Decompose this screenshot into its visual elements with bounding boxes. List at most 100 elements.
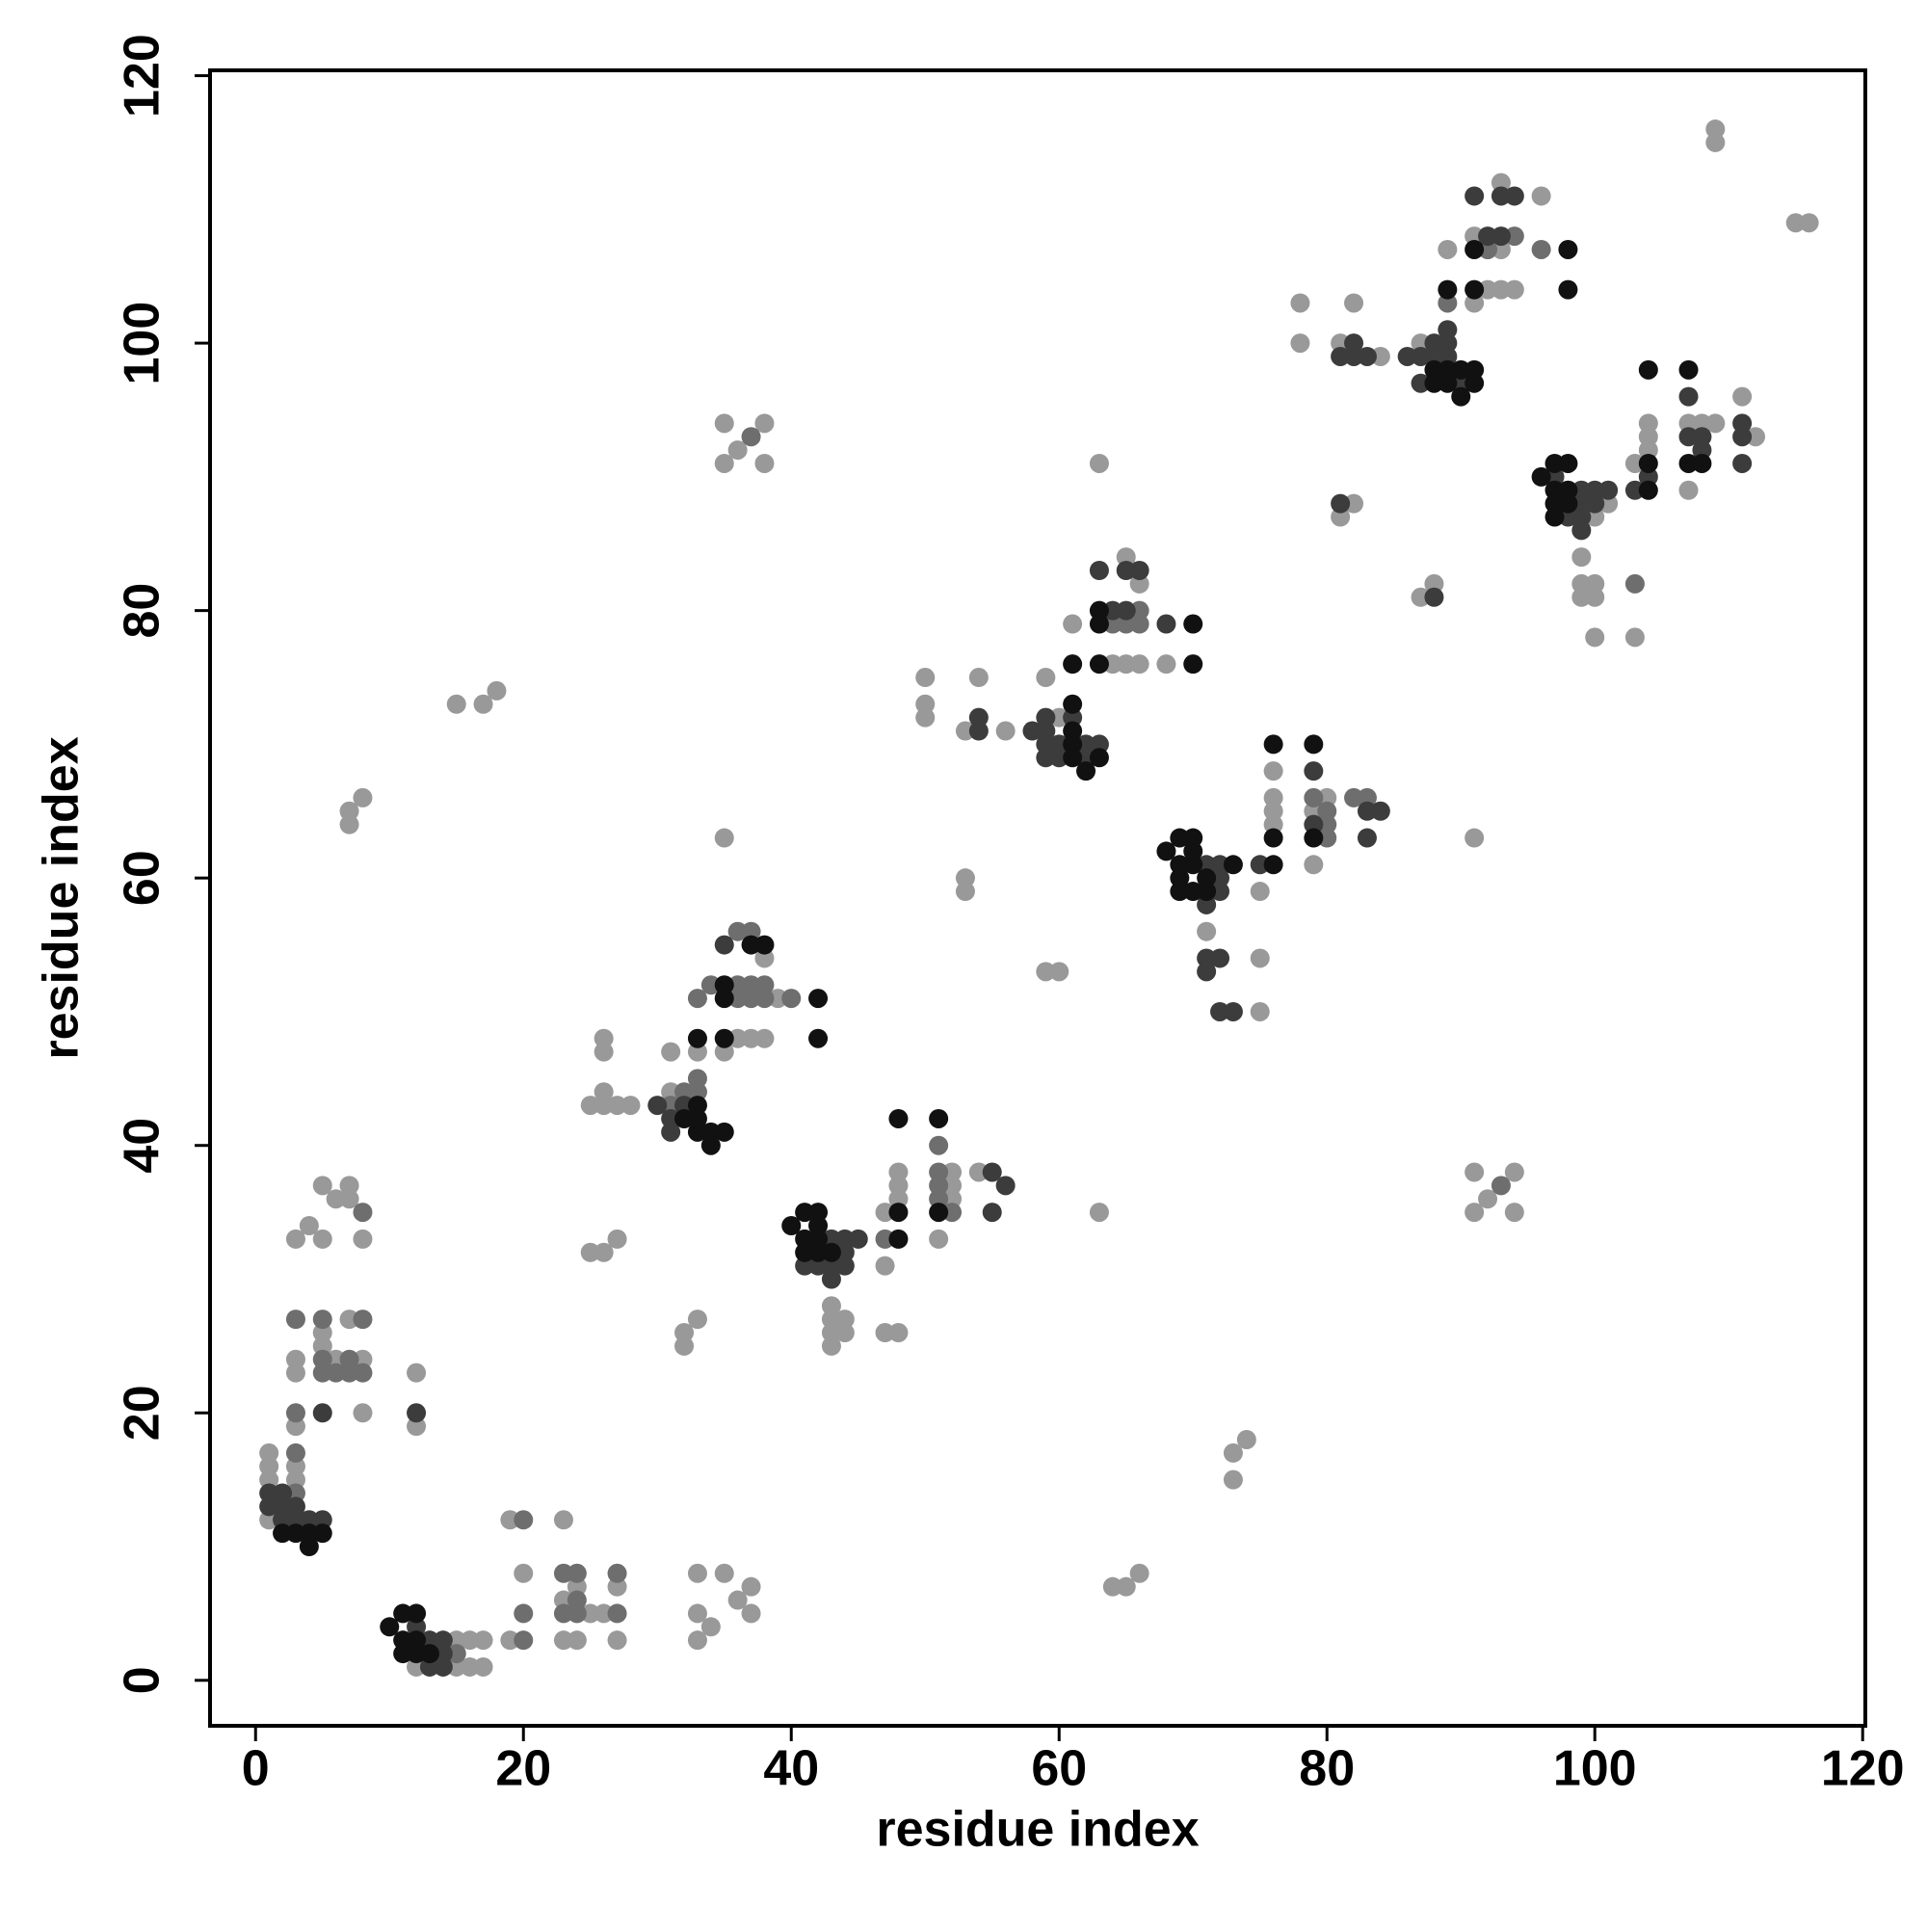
point (1624, 573, 1645, 594)
point (1558, 507, 1578, 527)
point (1571, 573, 1592, 594)
point (687, 1603, 707, 1624)
point (339, 1189, 359, 1209)
point (661, 1122, 681, 1142)
point (700, 975, 721, 995)
point (339, 1310, 359, 1330)
point (1290, 293, 1310, 313)
point (929, 1229, 949, 1249)
point (821, 1310, 841, 1330)
x-tick-label: 80 (1299, 1741, 1355, 1797)
point (1344, 333, 1364, 354)
point (727, 975, 748, 995)
point (1102, 654, 1122, 675)
point (661, 1042, 681, 1062)
point (1263, 814, 1283, 834)
point (1438, 239, 1458, 259)
point (567, 1630, 587, 1651)
point (259, 1469, 279, 1490)
point (714, 989, 734, 1009)
point (312, 1336, 332, 1356)
point (741, 1028, 761, 1048)
point (1438, 279, 1458, 300)
point (834, 1323, 855, 1343)
point (259, 1442, 279, 1463)
point (1638, 453, 1658, 473)
point (594, 1603, 614, 1624)
y-tick-label: 20 (115, 1385, 171, 1441)
point (687, 1042, 707, 1062)
point (1344, 346, 1364, 366)
y-tick-label: 100 (115, 302, 171, 385)
point (768, 989, 788, 1009)
point (312, 1323, 332, 1343)
point (1129, 614, 1149, 634)
point (419, 1644, 439, 1664)
point (915, 694, 936, 714)
point (1491, 172, 1511, 193)
point (942, 1189, 963, 1209)
point (1438, 293, 1458, 313)
point (1290, 333, 1310, 354)
point (1451, 359, 1471, 380)
point (1638, 480, 1658, 500)
point (1531, 239, 1551, 259)
point (567, 1576, 587, 1597)
point (1183, 882, 1203, 902)
point (1438, 320, 1458, 340)
point (687, 1096, 707, 1116)
y-axis-title: residue index (34, 736, 90, 1059)
point (1465, 373, 1485, 393)
point (607, 1630, 627, 1651)
point (1705, 132, 1726, 152)
point (1183, 614, 1203, 634)
point (1063, 614, 1083, 634)
point (1571, 520, 1592, 541)
point (741, 935, 761, 955)
point (821, 1296, 841, 1316)
point (1304, 801, 1324, 821)
point (1250, 1001, 1270, 1021)
point (1210, 882, 1230, 902)
point (1732, 427, 1753, 447)
point (1197, 894, 1217, 914)
point (393, 1603, 413, 1624)
point (834, 1310, 855, 1330)
point (1571, 493, 1592, 514)
point (1170, 868, 1190, 888)
point (888, 1203, 909, 1223)
point (808, 1203, 829, 1223)
point (1304, 734, 1324, 754)
point (727, 989, 748, 1009)
point (674, 1096, 695, 1116)
point (594, 1082, 614, 1102)
point (929, 1135, 949, 1155)
point (553, 1603, 573, 1624)
point (353, 1229, 373, 1249)
point (514, 1510, 534, 1530)
point (795, 1242, 815, 1262)
point (1544, 480, 1565, 500)
point (1223, 1001, 1243, 1021)
point (714, 828, 734, 848)
point (1478, 1189, 1498, 1209)
point (1424, 359, 1444, 380)
point (1197, 962, 1217, 982)
point (553, 1563, 573, 1583)
point (754, 935, 775, 955)
point (1089, 1203, 1109, 1223)
point (888, 1162, 909, 1182)
point (929, 1176, 949, 1196)
point (312, 1363, 332, 1383)
point (1504, 226, 1524, 247)
point (312, 1310, 332, 1330)
point (500, 1510, 520, 1530)
point (714, 453, 734, 473)
point (1089, 748, 1109, 768)
point (273, 1496, 293, 1517)
point (407, 1656, 427, 1677)
point (1692, 413, 1712, 434)
point (1544, 493, 1565, 514)
point (1465, 293, 1485, 313)
